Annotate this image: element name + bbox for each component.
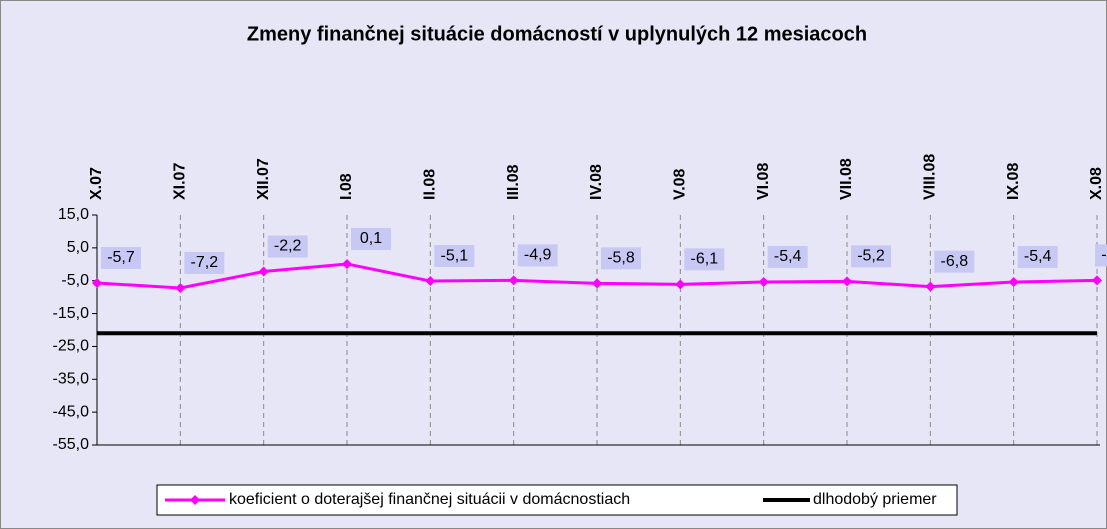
y-tick-label: 5,0 (67, 239, 89, 256)
data-label-text: 0,1 (360, 230, 382, 247)
data-label-text: -5,1 (441, 247, 469, 264)
data-label: -6,1 (684, 248, 725, 271)
data-label-bg (601, 247, 641, 270)
data-label-text: -6,8 (941, 253, 969, 270)
marker (425, 276, 436, 287)
legend: koeficient o doterajšej finančnej situác… (156, 484, 958, 516)
data-label: -2,2 (267, 235, 308, 258)
marker (592, 278, 602, 289)
data-label: -5,8 (601, 247, 641, 270)
marker (508, 275, 519, 286)
y-tick-label: -45,0 (53, 403, 90, 420)
data-label-text: -6,1 (691, 251, 719, 268)
data-label-bg (434, 245, 475, 268)
y-tick-label: 15,0 (58, 206, 89, 223)
data-label-bg (851, 245, 891, 268)
y-tick-label: -55,0 (53, 436, 90, 453)
data-label: -5,4 (767, 246, 808, 269)
data-label-bg (767, 246, 808, 269)
x-tick-label: IX.08 (1005, 163, 1022, 200)
legend-box (156, 484, 958, 516)
data-label-text: -7,2 (191, 254, 219, 271)
data-label: -6,8 (934, 250, 975, 273)
data-label-text: -4,9 (1101, 247, 1107, 264)
data-label: -5,1 (434, 245, 475, 268)
data-label-bg (101, 247, 141, 270)
data-label-bg (1095, 244, 1107, 267)
data-label-bg (184, 251, 225, 274)
data-label: 0,1 (351, 227, 391, 250)
legend-label: dlhodobý priemer (813, 491, 937, 508)
x-tick-label: IV.08 (588, 164, 605, 200)
x-tick-label: VIII.08 (922, 154, 939, 200)
data-label-bg (351, 227, 391, 250)
x-tick-label: V.08 (672, 168, 689, 200)
x-tick-label: III.08 (505, 164, 522, 200)
x-tick-label: II.08 (422, 169, 439, 200)
marker (758, 277, 769, 288)
x-tick-label: VII.08 (838, 158, 855, 200)
legend-marker (190, 495, 200, 505)
y-tick-label: -15,0 (53, 305, 90, 322)
data-label-bg (934, 250, 975, 273)
y-tick-label: -35,0 (53, 371, 90, 388)
x-tick-label: XII.07 (255, 158, 272, 200)
marker (258, 266, 269, 277)
marker (92, 278, 102, 289)
marker (342, 258, 352, 269)
data-label-bg (517, 244, 558, 267)
data-label: -7,2 (184, 251, 225, 274)
data-label: -4,9 (517, 244, 558, 267)
data-label-text: -4,9 (524, 247, 552, 264)
marker (175, 282, 186, 293)
y-tick-label: -5,0 (61, 272, 89, 289)
marker (1008, 277, 1019, 288)
data-label-bg (684, 248, 725, 271)
data-label-text: -5,4 (1024, 248, 1052, 265)
marker (1092, 275, 1102, 286)
x-tick-label: I.08 (338, 173, 355, 200)
marker (925, 281, 936, 292)
data-label-text: -5,4 (774, 248, 802, 265)
marker (842, 276, 852, 287)
data-label-text: -5,7 (107, 249, 135, 266)
data-label-text: -5,8 (607, 250, 635, 267)
data-label-text: -5,2 (857, 248, 885, 265)
data-label-bg (267, 235, 308, 258)
data-label-text: -2,2 (274, 238, 302, 255)
x-tick-label: X.08 (1088, 167, 1105, 200)
x-tick-label: XI.07 (172, 163, 189, 200)
data-label: -5,7 (101, 247, 141, 270)
x-tick-label: VI.08 (755, 163, 772, 200)
chart-title: Zmeny finančnej situácie domácností v up… (247, 23, 867, 45)
data-label: -4,9 (1095, 244, 1107, 267)
data-label: -5,4 (1017, 246, 1058, 269)
data-label: -5,2 (851, 245, 891, 268)
x-tick-label: X.07 (88, 167, 105, 200)
legend-label: koeficient o doterajšej finančnej situác… (229, 491, 630, 508)
marker (675, 279, 686, 290)
y-tick-label: -25,0 (53, 338, 90, 355)
data-label-bg (1017, 246, 1058, 269)
